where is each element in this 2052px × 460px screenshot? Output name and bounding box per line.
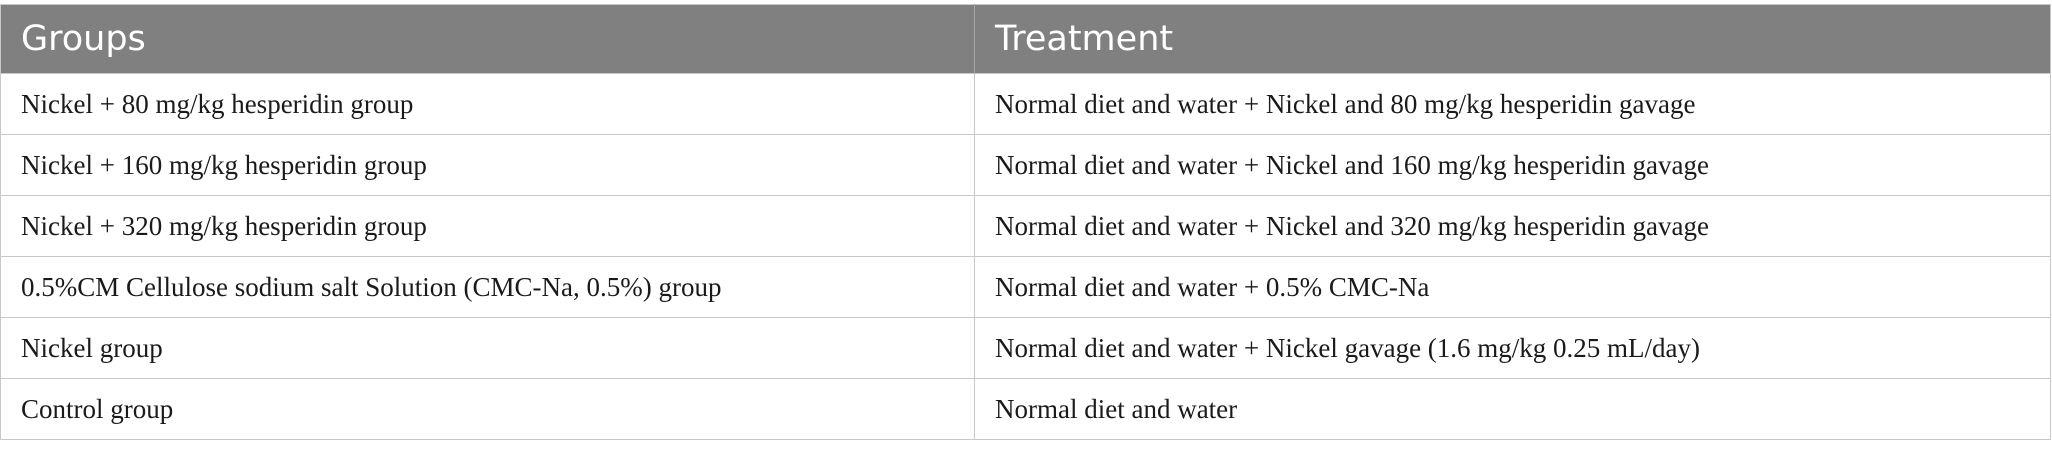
group-cell: Nickel + 320 mg/kg hesperidin group	[0, 195, 975, 257]
table-row: 0.5%CM Cellulose sodium salt Solution (C…	[0, 256, 2051, 318]
treatment-cell: Normal diet and water + Nickel and 80 mg…	[974, 73, 2051, 135]
table-row: Nickel + 160 mg/kg hesperidin group Norm…	[0, 134, 2051, 196]
column-header-groups: Groups	[0, 4, 975, 74]
group-cell: 0.5%CM Cellulose sodium salt Solution (C…	[0, 256, 975, 318]
table-row: Nickel + 80 mg/kg hesperidin group Norma…	[0, 73, 2051, 135]
treatment-cell: Normal diet and water + Nickel and 160 m…	[974, 134, 2051, 196]
treatment-cell: Normal diet and water + Nickel and 320 m…	[974, 195, 2051, 257]
group-cell: Nickel group	[0, 317, 975, 379]
group-cell: Nickel + 160 mg/kg hesperidin group	[0, 134, 975, 196]
table-row: Nickel + 320 mg/kg hesperidin group Norm…	[0, 195, 2051, 257]
group-cell: Nickel + 80 mg/kg hesperidin group	[0, 73, 975, 135]
treatment-cell: Normal diet and water + Nickel gavage (1…	[974, 317, 2051, 379]
table-header: Groups Treatment	[0, 4, 2051, 74]
treatment-cell: Normal diet and water	[974, 378, 2051, 440]
group-cell: Control group	[0, 378, 975, 440]
header-row: Groups Treatment	[0, 4, 2051, 74]
table-body: Nickel + 80 mg/kg hesperidin group Norma…	[0, 73, 2051, 440]
treatment-cell: Normal diet and water + 0.5% CMC-Na	[974, 256, 2051, 318]
table-row: Control group Normal diet and water	[0, 378, 2051, 440]
table-row: Nickel group Normal diet and water + Nic…	[0, 317, 2051, 379]
groups-treatment-table: Groups Treatment Nickel + 80 mg/kg hespe…	[0, 4, 2051, 440]
table-container: Groups Treatment Nickel + 80 mg/kg hespe…	[0, 4, 2051, 440]
column-header-treatment: Treatment	[974, 4, 2051, 74]
